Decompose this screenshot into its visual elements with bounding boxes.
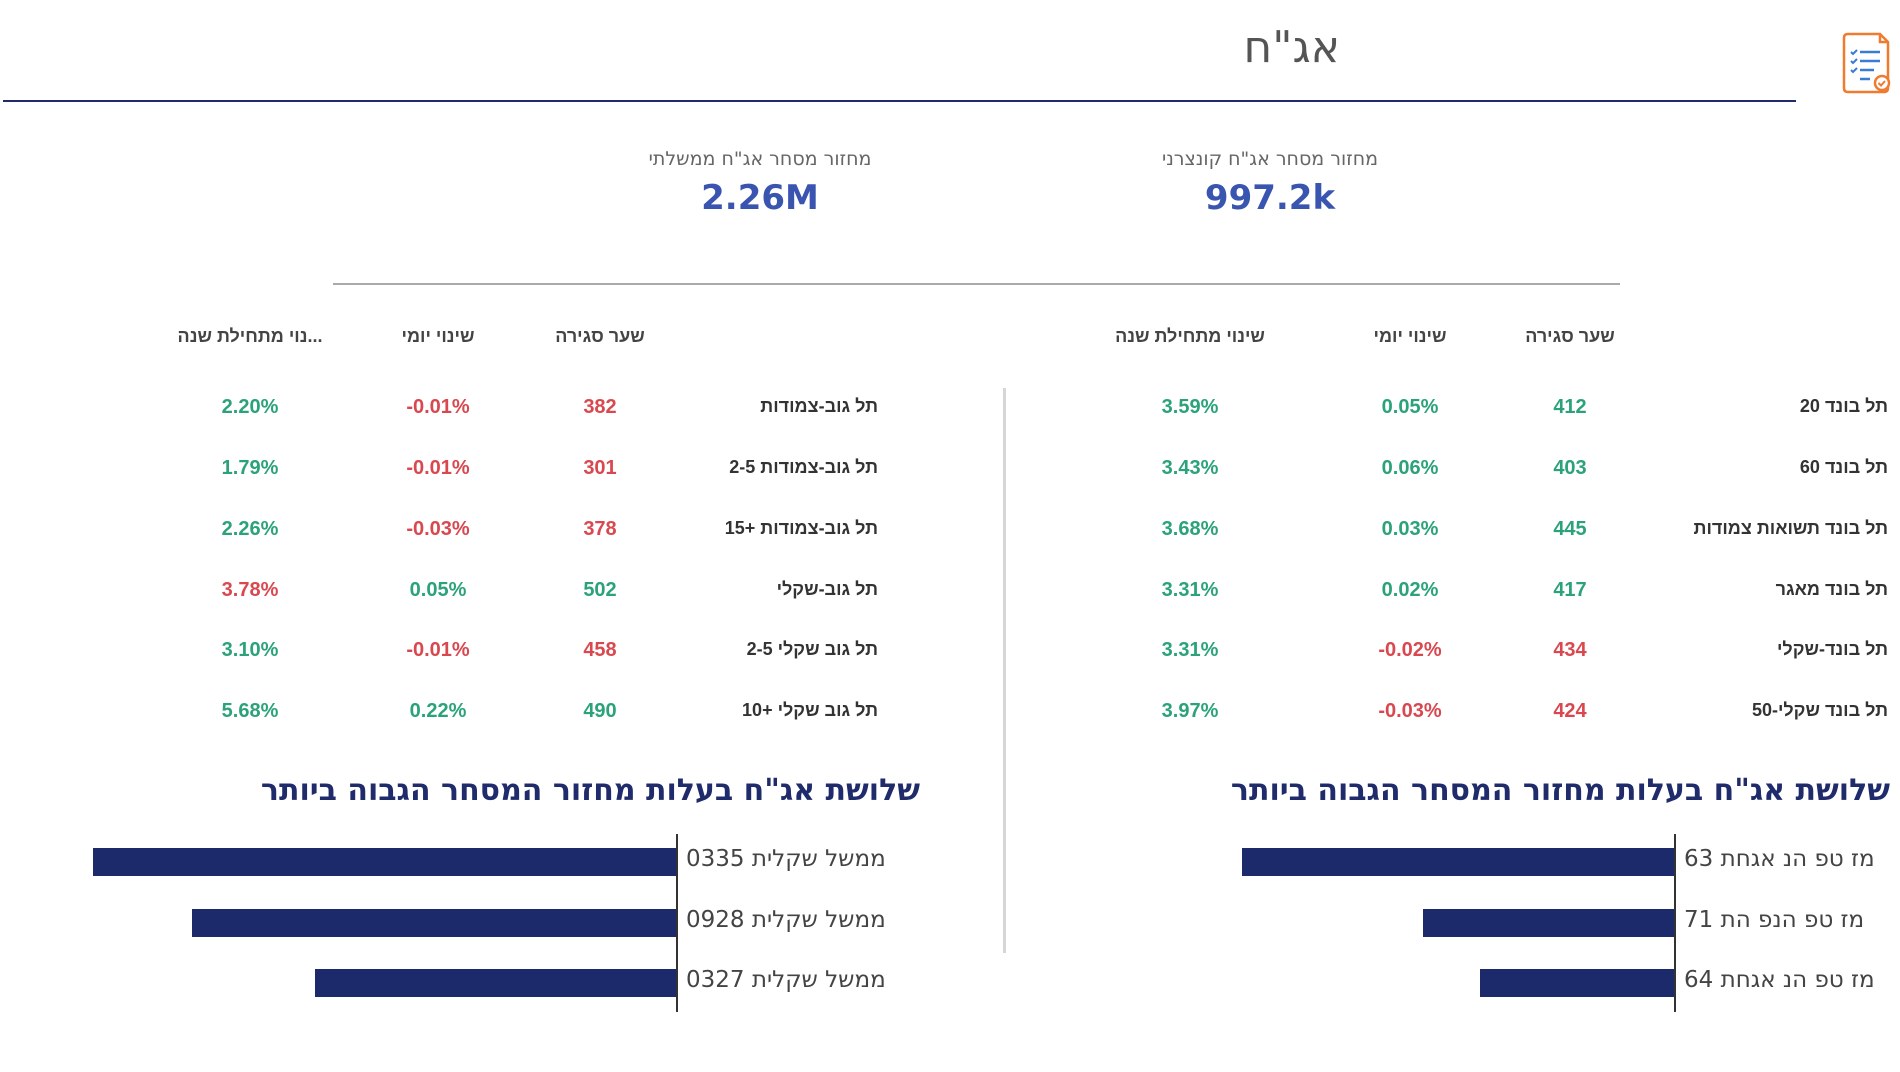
left-row-close: 301: [583, 457, 617, 479]
right-row-name: תל בונד-שקלי: [1776, 639, 1888, 659]
right-row-daily: 0.06%: [1381, 457, 1439, 479]
left-header-ytd: ...נוי מתחילת שנה: [177, 326, 323, 346]
right-header-close: שער סגירה: [1525, 326, 1615, 346]
left-chart-bar: [192, 909, 676, 937]
right-row-close: 434: [1553, 639, 1587, 661]
kpi-government-value: 2.26M: [701, 178, 819, 218]
right-row-name: תל בונד תשואות צמודות: [1693, 518, 1888, 538]
right-row-close: 417: [1553, 579, 1587, 601]
document-checklist-icon: [1842, 32, 1891, 94]
left-row-daily: -0.01%: [406, 457, 470, 479]
right-chart-bar-label: מז טפ הנפ הת 71: [1684, 907, 1865, 933]
right-row-close: 412: [1553, 396, 1587, 418]
left-chart-bar: [315, 969, 676, 997]
right-chart-bar: [1480, 969, 1674, 997]
section-divider: [333, 283, 1620, 285]
left-row-daily: -0.03%: [406, 518, 470, 540]
left-row-ytd: 3.78%: [221, 579, 279, 601]
right-chart-bar: [1423, 909, 1674, 937]
left-row-name: תל גוב-צמודות 2-5: [729, 457, 878, 477]
left-row-daily: 0.22%: [409, 700, 467, 722]
left-chart-axis: [676, 834, 678, 1012]
left-row-close: 490: [583, 700, 617, 722]
right-row-name: תל בונד שקלי-50: [1751, 700, 1888, 720]
left-row-daily: -0.01%: [406, 396, 470, 418]
left-row-name: תל גוב שקלי +10: [742, 700, 878, 720]
left-row-name: תל גוב-שקלי: [776, 579, 878, 599]
kpi-government-label: מחזור מסחר אג"ח ממשלתי: [648, 148, 872, 170]
right-row-ytd: 3.68%: [1161, 518, 1219, 540]
right-row-close: 445: [1553, 518, 1587, 540]
right-row-daily: -0.02%: [1378, 639, 1442, 661]
page-title: אג"ח: [1243, 22, 1340, 73]
right-row-ytd: 3.31%: [1161, 579, 1219, 601]
right-row-close: 424: [1553, 700, 1587, 722]
left-row-name: תל גוב שקלי 2-5: [746, 639, 878, 659]
left-row-close: 458: [583, 639, 617, 661]
left-row-daily: 0.05%: [409, 579, 467, 601]
right-chart-bar-label: מז טפ הנ אגחת 64: [1684, 967, 1875, 993]
right-row-ytd: 3.43%: [1161, 457, 1219, 479]
right-row-close: 403: [1553, 457, 1587, 479]
left-row-close: 378: [583, 518, 617, 540]
column-divider: [1003, 388, 1006, 953]
left-row-name: תל גוב-צמודות: [760, 396, 878, 416]
right-chart-axis: [1674, 834, 1676, 1012]
left-header-daily: שינוי יומי: [401, 326, 475, 346]
left-chart-bar-label: ממשל שקלית 0327: [686, 967, 886, 993]
left-chart-bar-label: ממשל שקלית 0928: [686, 907, 886, 933]
right-header-ytd: שינוי מתחילת שנה: [1115, 326, 1265, 346]
right-row-daily: 0.05%: [1381, 396, 1439, 418]
left-chart-title: שלושת אג"ח בעלות מחזור המסחר הגבוה ביותר: [260, 773, 920, 808]
left-chart-bar: [93, 848, 676, 876]
kpi-corporate-label: מחזור מסחר אג"ח קונצרני: [1161, 148, 1379, 170]
header-divider: [3, 100, 1796, 102]
right-row-daily: 0.02%: [1381, 579, 1439, 601]
left-row-ytd: 2.26%: [221, 518, 279, 540]
left-row-daily: -0.01%: [406, 639, 470, 661]
left-row-ytd: 5.68%: [221, 700, 279, 722]
right-row-name: תל בונד 60: [1799, 457, 1888, 477]
right-row-ytd: 3.97%: [1161, 700, 1219, 722]
right-row-daily: -0.03%: [1378, 700, 1442, 722]
left-header-close: שער סגירה: [555, 326, 645, 346]
right-row-ytd: 3.31%: [1161, 639, 1219, 661]
left-row-close: 382: [583, 396, 617, 418]
kpi-government-turnover: מחזור מסחר אג"ח ממשלתי 2.26M: [620, 148, 900, 218]
left-row-ytd: 3.10%: [221, 639, 279, 661]
right-chart-title: שלושת אג"ח בעלות מחזור המסחר הגבוה ביותר: [1230, 773, 1890, 808]
left-row-name: תל גוב-צמודות +15: [724, 518, 878, 538]
kpi-corporate-value: 997.2k: [1204, 178, 1336, 218]
right-row-name: תל בונד מאגר: [1775, 579, 1888, 599]
left-row-ytd: 1.79%: [221, 457, 279, 479]
right-header-daily: שינוי יומי: [1373, 326, 1447, 346]
right-chart-bar-label: מז טפ הנ אגחת 63: [1684, 846, 1875, 872]
left-chart-bar-label: ממשל שקלית 0335: [686, 846, 886, 872]
kpi-corporate-turnover: מחזור מסחר אג"ח קונצרני 997.2k: [1130, 148, 1410, 218]
left-row-ytd: 2.20%: [221, 396, 279, 418]
left-row-close: 502: [583, 579, 617, 601]
right-row-ytd: 3.59%: [1161, 396, 1219, 418]
right-chart-bar: [1242, 848, 1674, 876]
right-row-name: תל בונד 20: [1799, 396, 1888, 416]
right-row-daily: 0.03%: [1381, 518, 1439, 540]
